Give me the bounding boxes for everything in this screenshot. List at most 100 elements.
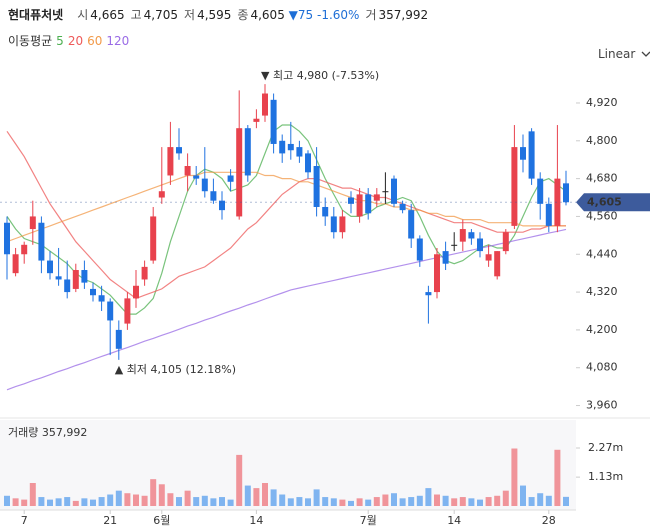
candle-body [270, 99, 277, 144]
candle-body [511, 147, 518, 226]
volume-key: 거 [365, 8, 377, 22]
change: ▼75 [288, 8, 314, 22]
volume-bar [167, 493, 174, 506]
candle-body [425, 292, 432, 296]
volume-bar [107, 494, 114, 506]
price-badge [576, 193, 650, 212]
candle-body [262, 93, 268, 116]
volume-bar [296, 497, 303, 506]
volume-bar [330, 498, 337, 506]
volume-bar [193, 497, 200, 506]
volume-bar [339, 499, 346, 506]
annotation: ▲ 최저 4,105 (12.18%) [115, 363, 236, 376]
y-tick-label: 3,960 [586, 399, 618, 412]
candle-body [382, 191, 389, 193]
candle-body [287, 143, 294, 151]
candle-body [47, 260, 53, 274]
candle-body [416, 238, 423, 261]
volume-bar [399, 498, 406, 506]
volume-bar [90, 499, 96, 506]
volume-bar [262, 483, 268, 506]
volume-bar [219, 497, 225, 506]
candle-body [72, 270, 79, 289]
y-tick-label: 4,200 [586, 323, 618, 336]
volume-bar [21, 499, 28, 506]
candle-body [554, 178, 561, 226]
volume-bar [348, 500, 354, 506]
close-key: 종 [237, 8, 249, 22]
volume-bar [494, 495, 501, 506]
volume-bar [287, 498, 294, 506]
candle-body [373, 194, 380, 201]
volume-bar [98, 497, 105, 506]
candle-body [296, 147, 303, 157]
x-tick-label: 6월 [153, 514, 170, 527]
candle-body [141, 266, 148, 280]
y-tick-label: 4,920 [586, 96, 618, 109]
volume-bar [313, 489, 320, 506]
volume-bar [391, 493, 397, 506]
candle-body [115, 329, 122, 349]
x-tick-label: 28 [542, 514, 556, 527]
open-key: 시 [77, 8, 89, 22]
ma-line [6, 124, 567, 315]
volume-bar [236, 454, 243, 506]
candle-body [356, 194, 363, 217]
candle-body [330, 216, 337, 233]
candle-body [279, 140, 286, 154]
volume-bar [485, 497, 492, 506]
candle-body [236, 128, 243, 217]
volume-bar [4, 495, 10, 506]
x-tick-label: 7 [21, 514, 28, 527]
candle-body [408, 210, 415, 239]
y-tick-label: 4,800 [586, 134, 618, 147]
candle-body [124, 298, 131, 324]
volume-bar [477, 499, 483, 506]
volume-bar [81, 498, 88, 506]
candle-body [184, 166, 191, 176]
volume-bar [115, 490, 122, 506]
volume-bar [502, 490, 509, 506]
volume-bar [253, 488, 260, 506]
volume-bar [305, 498, 311, 506]
candle-body [98, 295, 105, 302]
ma-line [6, 130, 566, 300]
volume-bar [55, 498, 62, 506]
volume-bar [227, 499, 234, 506]
volume-bar [365, 499, 372, 506]
y-tick-label: 2.27m [588, 441, 623, 454]
volume-bar [451, 498, 458, 506]
low: 4,595 [197, 8, 232, 22]
volume-bar [47, 499, 53, 506]
scale-dropdown[interactable]: Linear [598, 47, 650, 61]
volume-bar [133, 494, 139, 506]
volume-bar [434, 494, 440, 506]
volume-bar [210, 498, 217, 506]
candle-body [29, 216, 36, 230]
candle-body [339, 216, 346, 233]
volume-bar [176, 497, 182, 506]
legend: 이동평균 5 20 60 120 [8, 32, 133, 49]
y-tick-label: 4,440 [586, 247, 618, 260]
candle-body [64, 279, 71, 293]
volume-bar [382, 494, 389, 506]
volume-bar [64, 497, 71, 506]
low-key: 저 [184, 8, 196, 22]
ma-line [6, 171, 566, 243]
volume-bar [201, 495, 208, 506]
y-tick-label: 4,080 [586, 361, 618, 374]
volume-bar [468, 498, 475, 506]
candle-body [468, 232, 475, 239]
candle-body [244, 128, 251, 176]
candle-body [502, 232, 509, 252]
volume-bar [373, 497, 380, 506]
candle-body [167, 147, 174, 176]
candle-body [133, 285, 139, 299]
candle-body [201, 178, 208, 192]
volume-bar [554, 449, 561, 506]
candle-body [399, 203, 406, 211]
x-tick-label: 21 [103, 514, 117, 527]
legend-entry: 5 [56, 34, 64, 48]
scale-label: Linear [598, 47, 636, 61]
